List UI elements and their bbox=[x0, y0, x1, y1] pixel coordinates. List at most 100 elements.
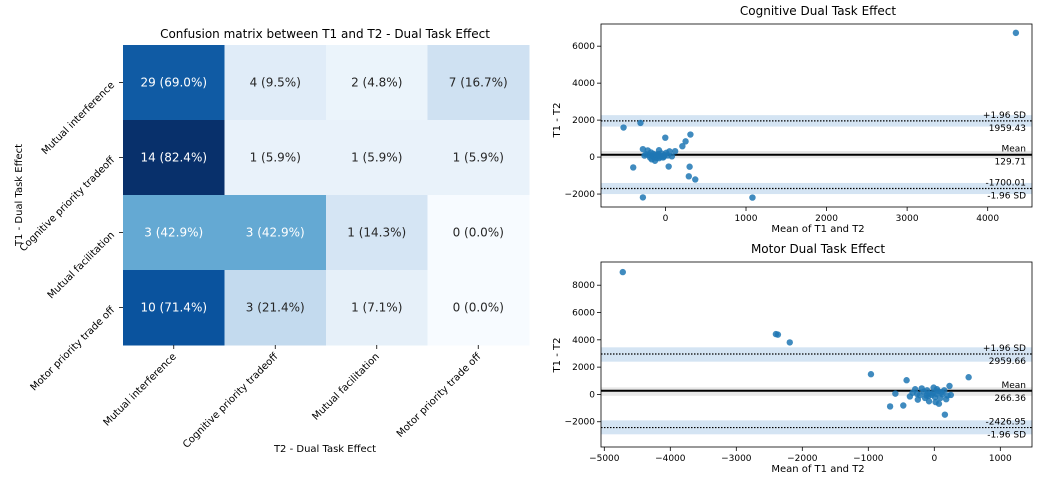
motor-x-tick-label: −4000 bbox=[655, 454, 686, 464]
motor-y-tick-label: 2000 bbox=[572, 363, 595, 373]
cognitive-point bbox=[668, 153, 676, 160]
heatmap-row-label-motor-priority-trade-off: Motor priority trade off bbox=[29, 304, 118, 393]
heatmap-cell-label: 1 (5.9%) bbox=[351, 151, 402, 165]
cognitive-band-1-96-sd bbox=[601, 182, 1032, 195]
cognitive-point bbox=[665, 163, 672, 170]
heatmap-cell-label: 1 (14.3%) bbox=[347, 226, 406, 240]
motor-point bbox=[903, 377, 910, 384]
motor-point bbox=[619, 268, 626, 276]
heatmap-col-label-mutual-facilitation: Mutual facilitation bbox=[310, 351, 381, 422]
cognitive-point bbox=[641, 152, 648, 159]
motor-bland-altman-plot: Motor Dual Task Effect T1 - T2 Mean of T… bbox=[552, 242, 1033, 475]
heatmap-row-label-mutual-facilitation: Mutual facilitation bbox=[46, 230, 117, 301]
motor-y-tick-label: 4000 bbox=[572, 336, 595, 346]
motor-x-tick-label: −5000 bbox=[589, 454, 620, 464]
motor-point bbox=[944, 392, 951, 399]
cognitive-point bbox=[630, 164, 637, 171]
heatmap-cell-label: 1 (5.9%) bbox=[250, 151, 301, 165]
cognitive-label-1-96-sd: +1.96 SD bbox=[983, 111, 1026, 121]
motor-x-tick-label: −1000 bbox=[853, 454, 884, 464]
heatmap-col-label-motor-priority-trade-off: Motor priority trade off bbox=[395, 351, 484, 440]
heatmap-cell-label: 29 (69.0%) bbox=[140, 76, 207, 90]
motor-y-tick-label: 8000 bbox=[572, 281, 595, 291]
cognitive-x-tick-label: 0 bbox=[663, 214, 669, 224]
heatmap-cell-r2-c0 bbox=[123, 195, 225, 271]
heatmap-cell-r2-c3 bbox=[427, 195, 530, 271]
heatmap-cell-label: 10 (71.4%) bbox=[140, 301, 207, 315]
motor-point bbox=[867, 371, 875, 378]
cognitive-y-tick-label: 6000 bbox=[572, 42, 595, 52]
cognitive-y-tick-label: 4000 bbox=[572, 79, 595, 89]
heatmap-col-label-cognitive-priority-tradeoff: Cognitive priority tradeoff bbox=[181, 351, 281, 451]
motor-point bbox=[941, 411, 949, 418]
cognitive-x-tick-label: 3000 bbox=[896, 214, 919, 224]
heatmap-cell-r1-c0 bbox=[123, 120, 225, 196]
cognitive-point bbox=[687, 131, 694, 138]
cognitive-point bbox=[679, 142, 686, 150]
motor-x-tick-label: 0 bbox=[931, 454, 937, 464]
heatmap-cell-label: 3 (21.4%) bbox=[246, 301, 305, 315]
cognitive-band-1-96-sd bbox=[601, 115, 1032, 127]
cognitive-bland-altman-plot: Cognitive Dual Task Effect T1 - T2 Mean … bbox=[552, 4, 1033, 235]
cognitive-x-tick-label: 4000 bbox=[976, 214, 999, 224]
heatmap-row-label-mutual-interference: Mutual interference bbox=[40, 80, 117, 157]
heatmap-cell-r3-c0 bbox=[123, 270, 225, 346]
heatmap-cell-r3-c2 bbox=[326, 270, 428, 346]
heatmap-cell-r0-c0 bbox=[123, 45, 225, 121]
heatmap-cell-label: 3 (42.9%) bbox=[246, 226, 305, 240]
cognitive-plot-x-label: Mean of T1 and T2 bbox=[771, 224, 864, 235]
motor-point bbox=[938, 389, 945, 396]
motor-y-tick-label: 6000 bbox=[572, 309, 595, 319]
motor-x-tick-label: 1000 bbox=[989, 454, 1012, 464]
confusion-matrix-heatmap: Confusion matrix between T1 and T2 - Dua… bbox=[14, 27, 530, 455]
cognitive-value-mean: 129.71 bbox=[995, 158, 1027, 168]
motor-y-tick-label: 0 bbox=[589, 390, 595, 400]
cognitive-point bbox=[682, 138, 689, 145]
motor-y-tick-label: −2000 bbox=[565, 418, 596, 428]
heatmap-cell-label: 14 (82.4%) bbox=[140, 151, 207, 165]
heatmap-cell-label: 7 (16.7%) bbox=[449, 76, 508, 90]
cognitive-value-1-96-sd: 1959.43 bbox=[989, 124, 1026, 134]
cognitive-point bbox=[1012, 29, 1020, 37]
heatmap-cell-r0-c3 bbox=[427, 45, 530, 121]
motor-point bbox=[965, 374, 972, 381]
cognitive-y-tick-label: 0 bbox=[589, 153, 595, 163]
cognitive-point bbox=[662, 134, 669, 141]
motor-point bbox=[946, 382, 953, 390]
cognitive-point bbox=[671, 147, 679, 155]
heatmap-cell-r3-c3 bbox=[427, 270, 530, 346]
cognitive-axes-frame bbox=[600, 23, 1033, 208]
motor-plot-title: Motor Dual Task Effect bbox=[751, 242, 885, 256]
cognitive-plot-title: Cognitive Dual Task Effect bbox=[740, 4, 897, 18]
heatmap-cell-label: 1 (5.9%) bbox=[453, 151, 504, 165]
motor-value-mean: 266.36 bbox=[995, 394, 1027, 404]
cognitive-point bbox=[639, 145, 647, 153]
heatmap-cell-label: 1 (7.1%) bbox=[351, 301, 402, 315]
cognitive-plot-y-label: T1 - T2 bbox=[552, 103, 563, 139]
motor-plot-x-label: Mean of T1 and T2 bbox=[771, 464, 864, 475]
motor-point bbox=[930, 384, 937, 391]
motor-point bbox=[892, 390, 899, 397]
heatmap-cell-label: 2 (4.8%) bbox=[351, 76, 402, 90]
cognitive-value-1-96-sd: -1.96 SD bbox=[987, 192, 1026, 202]
motor-x-tick-label: −2000 bbox=[787, 454, 818, 464]
motor-point bbox=[923, 387, 931, 394]
heatmap-x-axis-label: T2 - Dual Task Effect bbox=[273, 444, 376, 455]
heatmap-cell-label: 4 (9.5%) bbox=[250, 76, 301, 90]
cognitive-point bbox=[692, 176, 699, 183]
motor-axes-frame bbox=[600, 261, 1033, 448]
cognitive-y-tick-label: 2000 bbox=[572, 116, 595, 126]
motor-value-1-96-sd: -1.96 SD bbox=[987, 431, 1026, 441]
heatmap-cell-label: 3 (42.9%) bbox=[144, 226, 203, 240]
heatmap-cell-r1-c3 bbox=[427, 120, 530, 196]
cognitive-point bbox=[686, 163, 693, 170]
cognitive-point bbox=[620, 124, 627, 131]
motor-point bbox=[786, 339, 793, 346]
heatmap-cell-r1-c1 bbox=[224, 120, 327, 196]
cognitive-point bbox=[637, 119, 644, 127]
cognitive-point bbox=[685, 173, 693, 180]
cognitive-point bbox=[639, 194, 647, 201]
motor-plot-y-label: T1 - T2 bbox=[552, 338, 563, 374]
motor-x-tick-label: −3000 bbox=[721, 454, 752, 464]
